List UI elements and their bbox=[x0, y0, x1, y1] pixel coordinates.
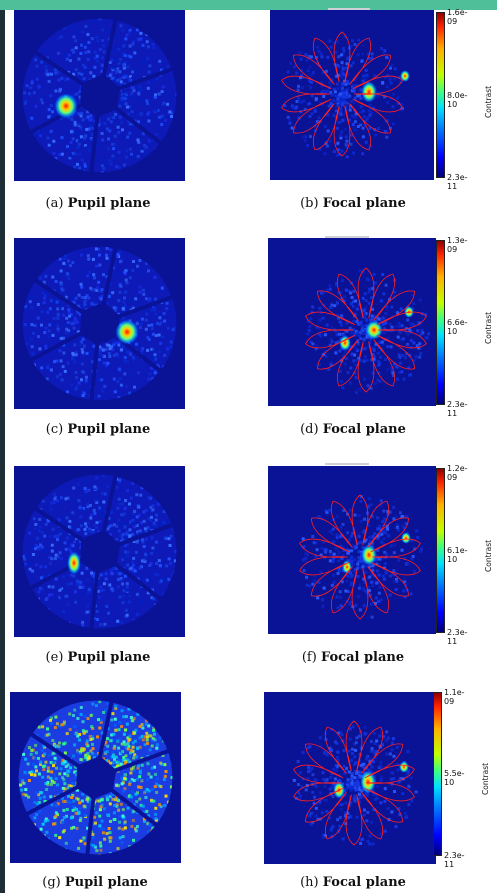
top-accent-bar bbox=[0, 0, 497, 10]
focal-plane-h-svg bbox=[264, 692, 436, 864]
focal-image-f bbox=[268, 466, 436, 634]
pupil-plane-c-svg bbox=[14, 238, 185, 409]
focal-plane-b-svg bbox=[270, 10, 434, 180]
pupil-image-c bbox=[14, 238, 185, 409]
garbled-title-f bbox=[325, 463, 369, 465]
pupil-plane-e-svg bbox=[14, 466, 185, 637]
garbled-title-d bbox=[325, 236, 369, 238]
caption-c: (c) Pupil plane bbox=[45, 422, 151, 437]
focal-image-h bbox=[264, 692, 436, 864]
focal-image-b bbox=[270, 10, 434, 180]
caption-b: (b) Focal plane bbox=[300, 196, 406, 211]
caption-a: (a) Pupil plane bbox=[45, 196, 151, 211]
focal-plane-d-svg bbox=[268, 238, 436, 406]
pupil-image-g bbox=[10, 692, 181, 863]
focal-plane-f-svg bbox=[268, 466, 436, 634]
caption-d: (d) Focal plane bbox=[300, 422, 406, 437]
caption-h: (h) Focal plane bbox=[300, 875, 406, 890]
focal-image-d bbox=[268, 238, 436, 406]
garbled-title-b bbox=[328, 8, 370, 10]
pupil-image-e bbox=[14, 466, 185, 637]
pupil-image-a bbox=[14, 10, 185, 181]
caption-f: (f) Focal plane bbox=[301, 650, 405, 665]
left-dark-bar bbox=[0, 10, 5, 893]
caption-g: (g) Pupil plane bbox=[42, 875, 148, 890]
pupil-plane-g-svg bbox=[10, 692, 181, 863]
figure-page: (a) Pupil plane 1.6e-09 8.0e-10 2.3e-11 … bbox=[5, 8, 497, 893]
pupil-plane-a-svg bbox=[14, 10, 185, 181]
caption-e: (e) Pupil plane bbox=[45, 650, 151, 665]
